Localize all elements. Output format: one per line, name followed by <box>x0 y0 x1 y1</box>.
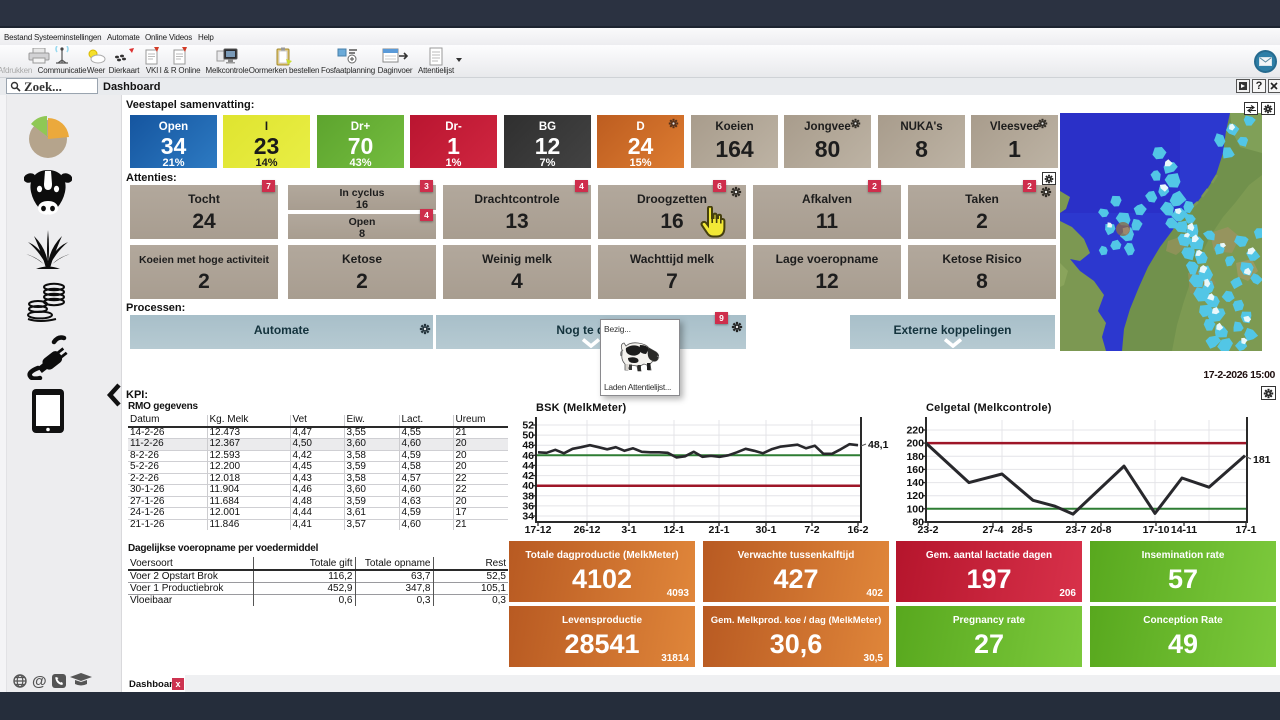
svg-text:7-2: 7-2 <box>804 524 819 536</box>
svg-text:160: 160 <box>906 464 924 476</box>
svg-text:46: 46 <box>522 450 534 462</box>
svg-text:40: 40 <box>522 480 534 492</box>
svg-text:14-11: 14-11 <box>1171 524 1197 536</box>
svg-text:48: 48 <box>522 440 534 452</box>
svg-text:16-2: 16-2 <box>847 524 868 536</box>
svg-text:220: 220 <box>906 425 924 437</box>
svg-text:52: 52 <box>522 420 534 432</box>
svg-text:140: 140 <box>906 477 924 489</box>
svg-text:27-4: 27-4 <box>982 524 1003 536</box>
svg-text:17-1: 17-1 <box>1235 524 1256 536</box>
svg-text:17-12: 17-12 <box>525 524 552 536</box>
svg-text:26-12: 26-12 <box>574 524 601 536</box>
svg-text:181: 181 <box>1253 454 1271 466</box>
svg-text:50: 50 <box>522 430 534 442</box>
svg-text:30-1: 30-1 <box>755 524 776 536</box>
svg-text:23-7: 23-7 <box>1065 524 1086 536</box>
svg-text:80: 80 <box>912 517 924 529</box>
svg-text:12-1: 12-1 <box>663 524 684 536</box>
svg-text:28-5: 28-5 <box>1011 524 1032 536</box>
svg-text:36: 36 <box>522 500 534 512</box>
svg-text:17-10: 17-10 <box>1143 524 1170 536</box>
svg-text:21-1: 21-1 <box>708 524 729 536</box>
svg-text:200: 200 <box>906 438 924 450</box>
svg-text:42: 42 <box>522 470 534 482</box>
svg-text:180: 180 <box>906 451 924 463</box>
svg-text:3-1: 3-1 <box>621 524 636 536</box>
svg-text:44: 44 <box>522 460 534 472</box>
svg-text:38: 38 <box>522 490 534 502</box>
svg-text:100: 100 <box>906 503 924 515</box>
svg-text:48,1: 48,1 <box>868 439 889 451</box>
svg-text:34: 34 <box>522 511 534 523</box>
svg-text:23-2: 23-2 <box>917 524 938 536</box>
svg-text:20-8: 20-8 <box>1090 524 1111 536</box>
svg-text:120: 120 <box>906 490 924 502</box>
